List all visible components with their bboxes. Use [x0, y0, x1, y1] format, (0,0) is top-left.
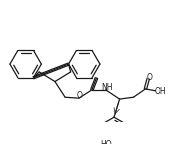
Text: O: O: [76, 91, 82, 101]
Text: HO: HO: [100, 140, 112, 144]
Text: NH: NH: [101, 83, 113, 92]
Text: O: O: [147, 73, 152, 82]
Text: OH: OH: [154, 87, 166, 96]
